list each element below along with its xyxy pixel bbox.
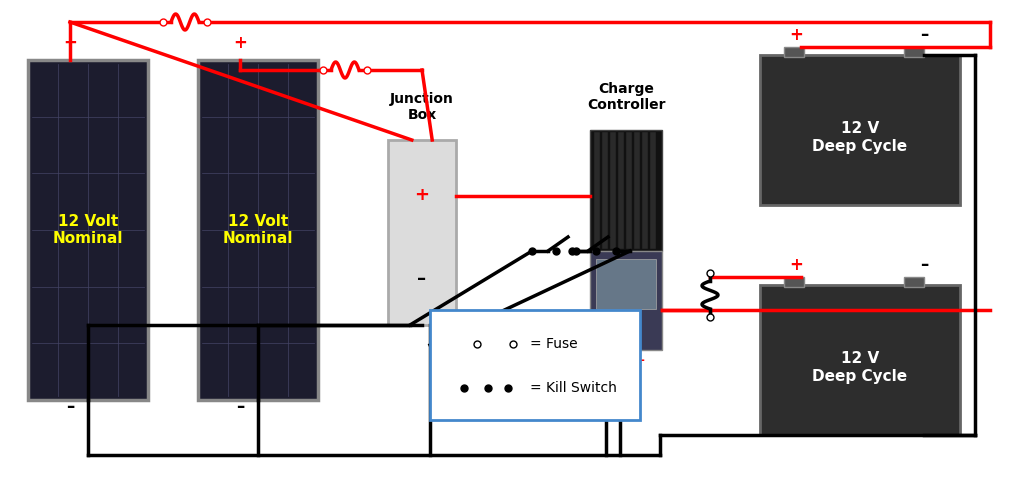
Text: +: + <box>790 256 803 274</box>
Text: Charge
Controller: Charge Controller <box>587 82 666 112</box>
Text: +: + <box>790 26 803 44</box>
Text: –: – <box>920 26 928 44</box>
Bar <box>590 130 662 251</box>
Text: –: – <box>613 354 620 367</box>
Bar <box>28 60 148 400</box>
Text: +: + <box>597 354 607 367</box>
Text: 12 V
Deep Cycle: 12 V Deep Cycle <box>812 351 907 384</box>
Bar <box>388 140 456 325</box>
Text: 12 Volt
Nominal: 12 Volt Nominal <box>53 214 123 246</box>
Text: 12 V
Deep Cycle: 12 V Deep Cycle <box>812 121 907 154</box>
Text: Junction
Box: Junction Box <box>390 92 454 122</box>
Text: –: – <box>920 256 928 274</box>
Text: –: – <box>66 398 74 416</box>
Bar <box>784 277 804 287</box>
Text: +: + <box>415 186 429 205</box>
Text: +: + <box>233 34 247 52</box>
Bar <box>642 132 647 249</box>
Bar <box>626 132 632 249</box>
Bar <box>602 132 607 249</box>
Bar <box>634 132 640 249</box>
Bar <box>650 132 655 249</box>
Bar <box>904 277 924 287</box>
Text: = Fuse: = Fuse <box>530 337 578 351</box>
Text: 12 Volt
Nominal: 12 Volt Nominal <box>223 214 293 246</box>
Text: +: + <box>635 354 645 367</box>
Bar <box>784 47 804 57</box>
Text: –: – <box>418 270 427 288</box>
Bar <box>618 132 624 249</box>
Bar <box>198 60 318 400</box>
Text: = Kill Switch: = Kill Switch <box>530 381 616 395</box>
Bar <box>760 285 961 435</box>
Text: +: + <box>63 34 77 52</box>
Bar <box>430 310 640 420</box>
Bar <box>594 132 600 249</box>
Bar <box>590 251 662 350</box>
Bar <box>904 47 924 57</box>
Bar <box>610 132 615 249</box>
Bar <box>760 55 961 205</box>
Bar <box>596 259 656 308</box>
Text: –: – <box>236 398 244 416</box>
